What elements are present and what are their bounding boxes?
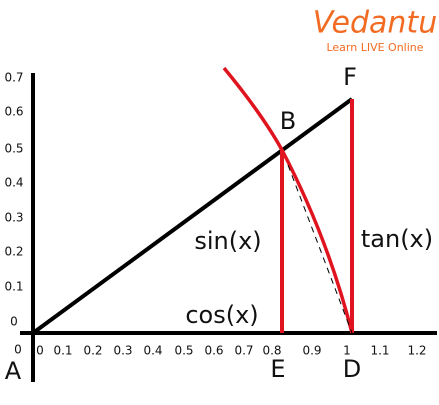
x-tick-label: 1.1 <box>370 344 389 358</box>
y-tick-label: 0.2 <box>4 245 23 259</box>
y-tick-label: 0.6 <box>4 105 23 119</box>
x-axis-labels: 0 0.1 0.2 0.3 0.4 0.5 0.6 0.7 0.8 0.9 1 1.1 1.2 <box>36 344 426 358</box>
x-tick-label: 0.4 <box>143 344 162 358</box>
point-label: A <box>5 357 22 385</box>
y-axis-labels: 0.7 0.6 0.5 0.4 0.3 0.2 0.1 0 <box>4 71 23 329</box>
x-tick-label: 0.2 <box>83 344 102 358</box>
y-tick-label: 0.1 <box>4 280 23 294</box>
y-tick-label: 0.7 <box>4 71 23 85</box>
origin-label: 0 <box>14 343 22 357</box>
x-tick-label: 0.1 <box>53 344 72 358</box>
logo-brand: Vedantu <box>313 6 437 41</box>
unit-arc <box>222 66 354 334</box>
point-label: B <box>280 107 296 135</box>
x-tick-label: 0 <box>36 344 44 358</box>
x-tick-label: 1 <box>343 344 351 358</box>
x-tick-label: 0.8 <box>262 344 281 358</box>
y-tick-label: 0.5 <box>4 142 23 156</box>
x-tick-label: 0.6 <box>204 344 223 358</box>
y-tick-label: 0.4 <box>4 176 23 190</box>
point-label: E <box>270 355 285 383</box>
x-tick-label: 0.5 <box>174 344 193 358</box>
chord <box>287 164 353 334</box>
function-label: sin(x) <box>194 227 261 255</box>
x-tick-label: 0.3 <box>113 344 132 358</box>
point-label: D <box>343 355 361 383</box>
x-tick-label: 0.7 <box>234 344 253 358</box>
y-tick-label: 0.3 <box>4 211 23 225</box>
hypotenuse <box>31 97 354 335</box>
y-tick-label: 0 <box>10 315 18 329</box>
x-tick-label: 0.9 <box>302 344 321 358</box>
function-label: cos(x) <box>185 301 258 329</box>
function-label: tan(x) <box>361 225 433 253</box>
logo-tagline: Learn LIVE Online <box>326 41 423 54</box>
point-label: F <box>343 63 357 91</box>
x-tick-label: 1.2 <box>407 344 426 358</box>
